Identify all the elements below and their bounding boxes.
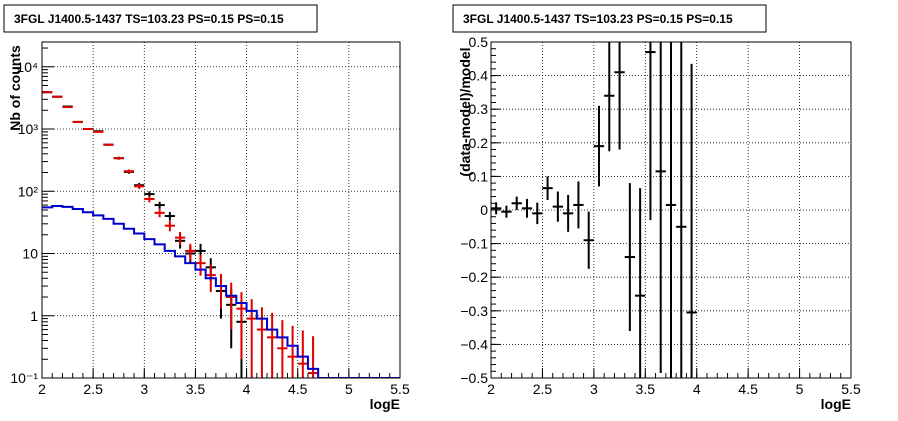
y-tick-label: 0.5: [469, 34, 489, 50]
x-tick-label: 5: [796, 381, 804, 397]
y-axis-title: Nb of counts: [7, 45, 23, 131]
y-tick-label: 10²: [18, 183, 39, 199]
y-tick-label: 0.3: [469, 101, 489, 117]
y-tick-label: 0.4: [469, 68, 489, 84]
counts-panel: 2 2.5 3 3.5 4 4.5 5 5.5 10⁻¹ 1 10 10² 10³ 10⁴ logE Nb o…: [3, 4, 410, 412]
y-tick-label: −0.2: [460, 269, 488, 285]
y-tick-label: 10: [22, 246, 38, 262]
plot-frame: [490, 41, 852, 379]
x-tick-label: 3.5: [186, 381, 206, 397]
x-tick-label: 2: [487, 381, 495, 397]
x-tick-label: 2.5: [83, 381, 103, 397]
chart-title: 3FGL J1400.5-1437 TS=103.23 PS=0.15 PS=0…: [463, 12, 733, 26]
y-tick-label: −0.1: [460, 236, 488, 252]
plot-area: [42, 91, 400, 378]
x-tick-label: 2: [38, 381, 46, 397]
x-tick-label: 4: [693, 381, 701, 397]
y-tick-label: 10³: [18, 121, 39, 137]
y-tick-label: −0.3: [460, 303, 488, 319]
x-tick-label: 3: [140, 381, 148, 397]
x-tick-label: 5.5: [841, 381, 861, 397]
y-tick-label: 0: [480, 202, 488, 218]
x-tick-label: 4: [243, 381, 251, 397]
x-tick-label: 4.5: [738, 381, 758, 397]
y-tick-label: 1: [30, 308, 38, 324]
title-box: [452, 4, 767, 33]
y-tick-label: −0.5: [460, 370, 488, 386]
plot-area: [491, 42, 697, 378]
y-tick-label: 10⁻¹: [10, 370, 38, 386]
x-tick-label: 5.5: [390, 381, 410, 397]
chart-title: 3FGL J1400.5-1437 TS=103.23 PS=0.15 PS=0…: [14, 12, 284, 26]
x-axis-title: logE: [370, 396, 400, 412]
y-tick-label: −0.4: [460, 336, 488, 352]
plot-frame: [41, 41, 401, 379]
y-axis-title: (data-model)/model: [457, 47, 473, 176]
y-tick-label: 10⁴: [16, 59, 38, 75]
x-tick-label: 2.5: [533, 381, 553, 397]
y-tick-label: 0.1: [469, 168, 489, 184]
residuals-panel: 2 2.5 3 3.5 4 4.5 5 5.5 −0.5 −0.4 −0.3 −0.2 −0.1 0 0.1…: [452, 4, 861, 412]
x-tick-label: 5: [345, 381, 353, 397]
x-tick-label: 4.5: [288, 381, 308, 397]
model-step-line: [42, 204, 400, 378]
x-tick-label: 3.5: [636, 381, 656, 397]
x-tick-label: 3: [590, 381, 598, 397]
x-axis-title: logE: [821, 396, 851, 412]
y-tick-label: 0.2: [469, 135, 489, 151]
title-box: [3, 4, 318, 33]
errorbar-series: [491, 42, 697, 378]
